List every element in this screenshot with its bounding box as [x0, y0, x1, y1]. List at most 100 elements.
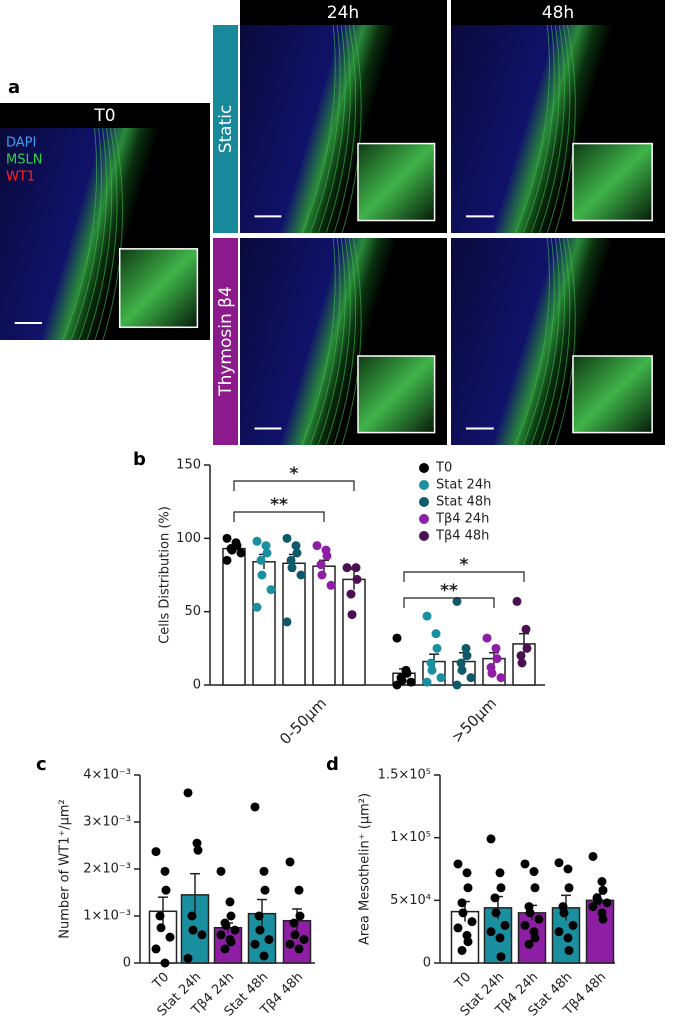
- data-point: [456, 658, 466, 668]
- tissue-fiber: [301, 24, 336, 234]
- data-point: [426, 658, 436, 668]
- tissue-fiber: [546, 237, 571, 446]
- legend-label: Tβ4 24h: [435, 512, 489, 527]
- legend-label: Tβ4 48h: [435, 529, 489, 544]
- tissue-fiber: [546, 24, 571, 234]
- data-point: [220, 944, 230, 954]
- x-tick-label: T0: [452, 970, 475, 993]
- data-point: [597, 877, 607, 887]
- tissue-fiber: [86, 127, 113, 341]
- tissue-fiber: [530, 24, 560, 234]
- column-header: [451, 0, 665, 25]
- data-point: [230, 925, 240, 935]
- data-point: [496, 673, 506, 683]
- y-tick-label: 4×10⁻³: [83, 768, 131, 783]
- column-label: T0: [93, 106, 115, 126]
- data-point: [530, 883, 540, 893]
- tissue-fiber: [554, 237, 576, 446]
- y-axis-title: Number of WT1⁺/µm²: [58, 799, 73, 938]
- data-point: [564, 945, 574, 955]
- inset: [357, 142, 436, 222]
- data-point: [427, 665, 437, 675]
- significance-bracket: [403, 597, 495, 608]
- tissue-fiber: [514, 24, 550, 234]
- data-point: [187, 911, 197, 921]
- y-tick-label: 0: [193, 678, 201, 693]
- tissue-fiber: [333, 24, 357, 234]
- data-point: [151, 847, 161, 857]
- data-point: [598, 885, 608, 895]
- y-tick-label: 1×10⁻³: [83, 909, 131, 924]
- legend-marker: [419, 480, 429, 490]
- data-point: [346, 589, 356, 599]
- data-point: [452, 596, 462, 606]
- data-point: [292, 548, 302, 558]
- panel-label: c: [36, 754, 47, 775]
- row-label: Thymosin β4: [216, 286, 236, 397]
- legend-label: DAPI: [6, 136, 36, 151]
- panel-label: a: [8, 77, 20, 98]
- tissue-fiber: [522, 237, 555, 446]
- tissue-fiber: [102, 127, 123, 341]
- data-point: [496, 883, 506, 893]
- tissue-fiber: [78, 127, 107, 341]
- tissue-fiber: [70, 127, 102, 341]
- data-point: [495, 933, 505, 943]
- data-point: [517, 658, 527, 668]
- data-point: [457, 665, 467, 675]
- legend-label: Stat 24h: [436, 478, 491, 493]
- data-point: [183, 788, 193, 798]
- data-point: [216, 866, 226, 876]
- y-axis-title: Area Mesothelin⁺ (µm²): [358, 793, 373, 945]
- tissue-fiber: [514, 237, 550, 446]
- data-point: [266, 585, 276, 595]
- y-tick-label: 2×10⁻³: [83, 862, 131, 877]
- data-point: [193, 845, 203, 855]
- data-point: [492, 654, 502, 664]
- data-point: [294, 885, 304, 895]
- significance-bracket: [233, 480, 355, 491]
- tissue-fiber: [341, 24, 362, 234]
- column-label: 48h: [542, 3, 574, 23]
- data-point: [482, 633, 492, 643]
- data-point: [226, 937, 236, 947]
- tissue-fiber: [522, 24, 555, 234]
- data-point: [530, 933, 540, 943]
- legend-marker: [419, 463, 429, 473]
- data-point: [151, 944, 161, 954]
- data-point: [222, 533, 232, 543]
- data-point: [255, 925, 265, 935]
- data-point: [192, 838, 202, 848]
- data-point: [457, 898, 467, 908]
- significance-bracket: [233, 511, 325, 522]
- y-tick-label: 100: [176, 531, 201, 546]
- legend-marker: [419, 497, 429, 507]
- data-point: [347, 610, 357, 620]
- data-point: [188, 925, 198, 935]
- data-point: [422, 677, 432, 687]
- tissue-fiber: [317, 24, 346, 234]
- inset: [118, 248, 199, 329]
- data-point: [588, 851, 598, 861]
- data-point: [252, 602, 262, 612]
- data-point: [602, 898, 612, 908]
- legend-marker: [419, 514, 429, 524]
- data-point: [250, 802, 260, 812]
- x-tick-label: 0-50µm: [276, 694, 330, 748]
- significance-label: **: [270, 495, 288, 515]
- tissue-fiber: [301, 237, 336, 446]
- data-point: [216, 930, 226, 940]
- y-tick-label: 0: [123, 956, 131, 971]
- legend-label: WT1: [6, 170, 35, 185]
- legend-label: MSLN: [6, 153, 42, 168]
- data-point: [259, 866, 269, 876]
- data-point: [487, 668, 497, 678]
- data-point: [160, 866, 170, 876]
- y-tick-label: 1.5×10⁵: [378, 768, 431, 783]
- data-point: [462, 651, 472, 661]
- data-point: [500, 920, 510, 930]
- data-point: [461, 643, 471, 653]
- y-tick-label: 50: [184, 604, 201, 619]
- data-point: [285, 939, 295, 949]
- data-point: [516, 651, 526, 661]
